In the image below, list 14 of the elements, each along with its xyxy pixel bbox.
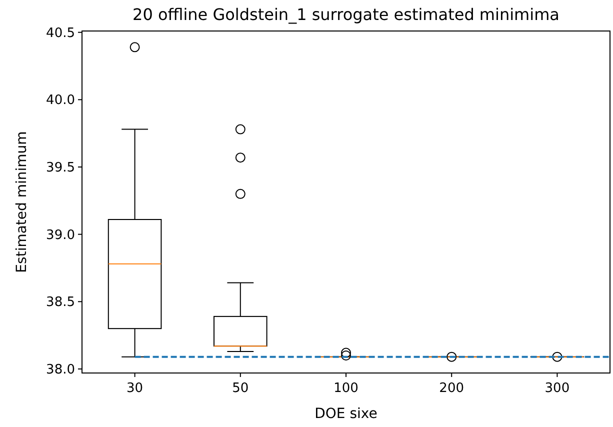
x-tick-label: 50 (232, 381, 249, 396)
y-tick-label: 38.5 (46, 295, 75, 310)
chart-title: 20 offline Goldstein_1 surrogate estimated minimima (132, 5, 560, 24)
x-tick-label: 30 (126, 381, 144, 396)
y-tick-label: 40.0 (46, 93, 75, 108)
y-tick-label: 39.5 (46, 160, 75, 176)
y-tick-label: 39.0 (46, 228, 75, 243)
y-tick-label: 38.0 (46, 362, 75, 378)
x-tick-label: 300 (544, 381, 570, 396)
y-tick-label: 40.5 (46, 26, 75, 41)
x-tick-label: 200 (439, 381, 464, 396)
y-axis-title: Estimated minimum (14, 131, 30, 273)
x-axis-title: DOE sixe (314, 406, 378, 422)
x-tick-label: 100 (334, 381, 358, 396)
